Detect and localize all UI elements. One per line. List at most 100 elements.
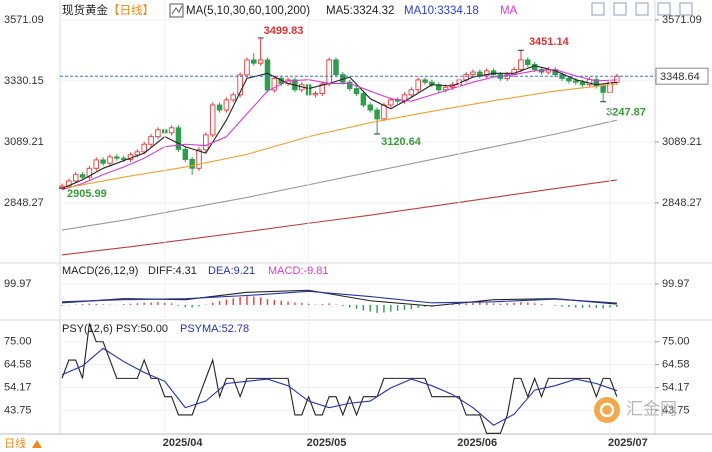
last-price-box: [655, 67, 709, 85]
tool-button[interactable]: [657, 2, 671, 16]
extreme-label: 3451.14: [529, 36, 570, 48]
psy-title: PSY(12,6): [62, 323, 113, 335]
candle-body: [72, 174, 79, 182]
candle-body: [388, 99, 394, 106]
candle-body: [346, 81, 353, 89]
y-tick-label: 3330.15: [4, 75, 44, 87]
legend-ma-extra: MA: [500, 5, 518, 17]
candle-body: [422, 79, 428, 83]
y2-tick-label: 54.17: [662, 381, 690, 393]
candle-body: [271, 77, 278, 91]
candle-body: [168, 127, 175, 134]
candle-body: [408, 89, 415, 96]
candle-body: [134, 151, 141, 156]
candle-body: [79, 174, 86, 178]
candle-body: [175, 127, 182, 150]
y-tick-label: 2848.27: [4, 197, 44, 209]
candle-body: [196, 149, 202, 169]
series-line: [61, 83, 617, 190]
extreme-label: 2905.99: [67, 188, 107, 200]
candle-body: [223, 99, 230, 111]
candle-body: [251, 59, 257, 64]
candle-body: [216, 104, 223, 111]
candle-body: [141, 143, 147, 153]
x-tick-label: 2025/06: [457, 437, 497, 449]
instrument-title: 现货黄金: [62, 3, 108, 17]
series-line: [61, 119, 617, 231]
extreme-label: 3499.83: [264, 25, 304, 37]
candle-body: [237, 74, 243, 96]
candle-body: [155, 129, 161, 138]
candle-body: [189, 158, 195, 169]
y2-tick-label: 64.58: [662, 359, 690, 371]
period-toggle[interactable]: [32, 440, 42, 448]
candle-body: [525, 59, 531, 65]
y2-tick-label: 75.00: [662, 336, 690, 348]
candle-body: [203, 134, 209, 151]
candle-body: [600, 85, 606, 93]
candle-body: [100, 159, 106, 164]
candle-body: [148, 136, 154, 145]
last-price-label: 3348.64: [660, 71, 700, 83]
candle-body: [244, 59, 250, 76]
ma-legend-title: MA(5,10,30,60,100,200): [186, 5, 310, 17]
candle-body: [312, 93, 319, 96]
candle-body: [470, 71, 476, 76]
toolbar: [591, 2, 693, 16]
candle-body: [120, 157, 127, 160]
y-tick-label: 64.58: [4, 359, 32, 371]
legend-diff: DIFF:4.31: [148, 265, 197, 277]
y2-tick-label: 3089.21: [662, 136, 702, 148]
candle-body: [490, 70, 497, 76]
series-line: [61, 68, 617, 191]
y-tick-label: 54.17: [4, 381, 32, 393]
candle-body: [579, 81, 586, 86]
y2-tick-label: 2848.27: [662, 197, 702, 209]
series-line: [61, 65, 617, 190]
ma-icon[interactable]: [169, 3, 184, 18]
extreme-label: 3120.64: [381, 136, 422, 148]
candle-body: [93, 159, 99, 169]
candle-body: [518, 59, 524, 70]
plot-layer: 3571.093571.093330.153330.153089.213089.…: [4, 0, 709, 449]
candle-body: [319, 83, 326, 95]
macd-title: MACD(26,12,9): [62, 265, 138, 277]
extreme-label: 3247.87: [606, 107, 646, 119]
y2-tick-label: 99.97: [662, 278, 690, 290]
candle-body: [614, 75, 620, 83]
candle-body: [209, 104, 216, 136]
candle-body: [367, 104, 374, 111]
y-tick-label: 3089.21: [4, 136, 44, 148]
y-tick-label: 75.00: [4, 336, 32, 348]
candle-body: [264, 59, 271, 91]
candle-body: [381, 104, 387, 120]
candle-body: [333, 59, 339, 76]
candle-body: [353, 88, 360, 95]
watermark-logo-ring: [599, 402, 615, 418]
candle-body: [415, 79, 421, 91]
y2-tick-label: 3571.09: [662, 14, 702, 26]
candle-body: [566, 77, 572, 82]
period: 【日线】: [108, 3, 154, 17]
x-tick-label: 2025/04: [163, 437, 204, 449]
tool-button[interactable]: [635, 2, 649, 16]
y-tick-label: 99.97: [4, 278, 32, 290]
candle-body: [86, 167, 93, 178]
ma-icon-glyph: [171, 5, 183, 15]
period-label: 日线: [4, 436, 26, 450]
candle-body: [326, 59, 332, 85]
y2-tick-label: 43.75: [662, 404, 690, 416]
legend-psyma: PSYMA:52.78: [180, 323, 249, 335]
tool-button[interactable]: [679, 2, 693, 16]
tool-button[interactable]: [591, 2, 605, 16]
series-line: [61, 179, 617, 256]
candle-body: [59, 185, 65, 188]
tool-button[interactable]: [613, 2, 627, 16]
legend-ma10: MA10:3334.18: [404, 5, 479, 17]
series-line: [61, 290, 617, 304]
candle-body: [374, 109, 380, 120]
candle-body: [182, 148, 189, 160]
candle-body: [573, 80, 579, 83]
candle-body: [360, 93, 367, 106]
